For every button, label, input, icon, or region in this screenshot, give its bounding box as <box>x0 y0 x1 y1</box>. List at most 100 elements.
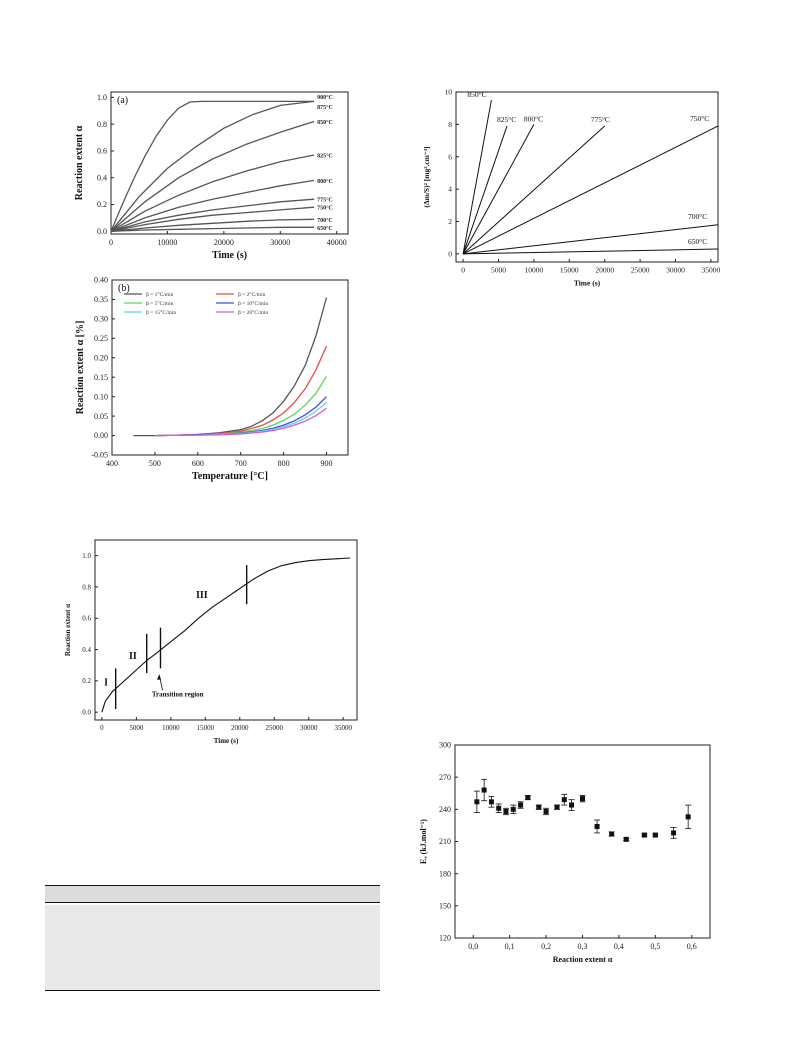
y-axis-label: (Δm/S)² [mg².cm⁻⁴] <box>422 146 431 207</box>
plot-area: 0 5000 10000 15000 20000 25000 30000 35000 0 2 4 6 8… <box>422 88 721 288</box>
plot-area: 0 10000 20000 30000 40000 0.0 0.2 0.4 0.6 0.8 1.0 T… <box>74 91 349 261</box>
y-tick-label: 0 <box>448 249 452 258</box>
series-line <box>462 124 535 255</box>
data-point <box>652 832 658 838</box>
y-tick-label: 120 <box>439 934 451 943</box>
y-tick-label: 210 <box>439 837 451 846</box>
y-tick-label: 0.05 <box>94 412 108 421</box>
data-point <box>685 814 691 820</box>
y-tick-label: 0.30 <box>94 315 108 324</box>
y-tick-label: 8 <box>448 120 452 129</box>
legend-label: β = 20°C/min <box>238 309 268 316</box>
series-end-label: 650°C <box>317 225 333 232</box>
series-end-label: 750°C <box>317 205 333 212</box>
y-tick-label: 2 <box>448 217 452 226</box>
series-label: 850°C <box>467 90 486 99</box>
data-point <box>536 804 542 810</box>
series-line <box>110 226 315 232</box>
x-tick-label: 0,4 <box>614 942 624 951</box>
y-tick-label: 0.6 <box>97 147 107 156</box>
x-tick-label: 500 <box>149 459 161 468</box>
x-tick-label: 0 <box>109 238 113 247</box>
series-line <box>463 224 719 255</box>
plot-area: 0 5000 10000 15000 20000 25000 30000 35000 0.0 0.… <box>64 539 358 745</box>
series-line <box>101 557 351 713</box>
series-end-label: 800°C <box>317 178 333 185</box>
x-tick-label: 10000 <box>162 724 180 732</box>
legend-label: β = 1°C/min <box>146 291 174 298</box>
x-tick-label: 0 <box>461 266 465 275</box>
x-tick-label: 0,0 <box>468 942 478 951</box>
y-tick-label: 150 <box>439 902 451 911</box>
series-line <box>110 100 315 232</box>
y-tick-label: 0.2 <box>82 677 91 685</box>
legend-label: β = 5°C/min <box>146 300 174 307</box>
y-tick-label: 1.0 <box>97 93 107 102</box>
x-tick-label: 30000 <box>300 724 318 732</box>
series-line <box>110 198 315 232</box>
series-line <box>110 120 315 232</box>
x-tick-label: 35000 <box>702 266 721 275</box>
data-point <box>503 808 509 814</box>
series-line <box>462 125 719 255</box>
x-tick-label: 900 <box>321 459 333 468</box>
x-tick-label: 0,6 <box>687 942 697 951</box>
table-header-row <box>45 885 380 903</box>
y-axis-label: Reaction extent α <box>74 125 85 200</box>
y-tick-label: -0.05 <box>91 451 108 460</box>
series-line <box>154 407 327 437</box>
x-tick-label: 25000 <box>266 724 284 732</box>
series-end-label: 900°C <box>317 94 333 101</box>
panel-label: (a) <box>117 95 128 106</box>
series-label: 775°C <box>591 115 610 124</box>
series-label: 700°C <box>688 212 707 221</box>
data-point <box>641 832 647 838</box>
plot-frame <box>110 91 349 235</box>
x-tick-label: 700 <box>235 459 247 468</box>
y-tick-label: 4 <box>448 185 452 194</box>
x-tick-label: 400 <box>106 459 118 468</box>
data-point <box>554 804 560 810</box>
y-tick-label: 240 <box>439 805 451 814</box>
transition-label: Transition region <box>152 691 204 699</box>
data-point <box>609 831 615 837</box>
series-line <box>133 297 328 437</box>
plot-frame <box>454 744 711 939</box>
series-line <box>462 125 606 255</box>
chart-e-activation-energy: 0,0 0,1 0,2 0,3 0,4 0,5 0,6 120 150 180 210 240 270 3… <box>419 741 711 964</box>
y-tick-label: 0.0 <box>82 709 91 717</box>
series-line <box>154 376 328 437</box>
y-tick-label: 0.4 <box>97 173 107 182</box>
x-tick-label: 25000 <box>631 266 650 275</box>
data-point <box>594 823 600 829</box>
panel-label: (b) <box>118 283 130 294</box>
data-point <box>518 802 524 808</box>
x-tick-label: 10000 <box>525 266 544 275</box>
legend-label: β = 10°C/min <box>238 300 268 307</box>
x-tick-label: 20000 <box>595 266 614 275</box>
series-end-label: 775°C <box>317 197 333 204</box>
y-tick-label: 0.15 <box>94 373 108 382</box>
series-label: 750°C <box>690 114 709 123</box>
series-label: 650°C <box>688 237 707 246</box>
series-end-label: 825°C <box>317 152 333 159</box>
x-tick-label: 15000 <box>197 724 215 732</box>
series-end-label: 875°C <box>317 104 333 111</box>
x-tick-label: 800 <box>278 459 290 468</box>
region-label: III <box>196 590 208 601</box>
data-point <box>488 799 494 805</box>
y-tick-label: 0.20 <box>94 353 108 362</box>
series-line <box>110 206 315 232</box>
series-line <box>110 100 315 232</box>
x-tick-label: 20000 <box>214 238 234 247</box>
data-point <box>580 796 585 802</box>
x-axis-label: Temperature [°C] <box>192 471 268 482</box>
y-tick-label: 0.8 <box>82 583 91 591</box>
series-line <box>110 179 315 232</box>
x-tick-label: 0,3 <box>578 942 588 951</box>
y-axis-label: Reaction extent α <box>64 604 72 656</box>
y-tick-label: 0.10 <box>94 392 108 401</box>
y-tick-label: 0.2 <box>97 200 107 209</box>
data-point <box>510 806 516 812</box>
data-point <box>543 808 549 814</box>
